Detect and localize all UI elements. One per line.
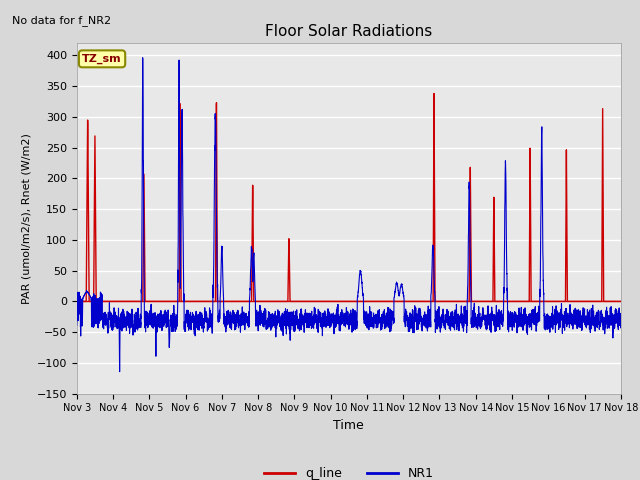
Legend: q_line, NR1: q_line, NR1 [259,462,439,480]
Y-axis label: PAR (umol/m2/s), Rnet (W/m2): PAR (umol/m2/s), Rnet (W/m2) [21,133,31,304]
Text: TZ_sm: TZ_sm [82,54,122,64]
X-axis label: Time: Time [333,419,364,432]
Text: No data for f_NR2: No data for f_NR2 [12,15,111,26]
Title: Floor Solar Radiations: Floor Solar Radiations [265,24,433,39]
